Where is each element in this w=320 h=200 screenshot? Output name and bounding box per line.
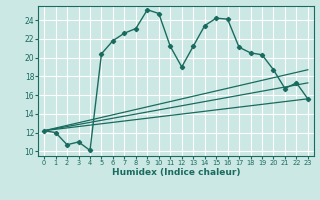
X-axis label: Humidex (Indice chaleur): Humidex (Indice chaleur) — [112, 168, 240, 177]
